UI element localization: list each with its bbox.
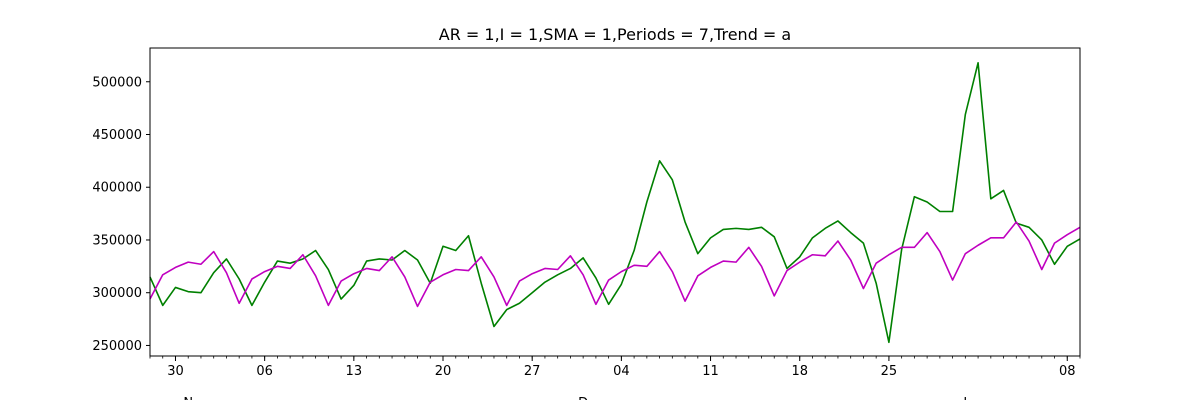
x-tick-label: 13 xyxy=(346,364,363,379)
x-tick-label: 27 xyxy=(524,364,541,379)
x-tick-label: 20 xyxy=(435,364,452,379)
x-tick-label: 30 xyxy=(167,364,184,379)
y-tick-label: 250000 xyxy=(92,339,142,354)
y-tick-label: 450000 xyxy=(92,128,142,143)
y-tick-label: 400000 xyxy=(92,181,142,196)
x-tick-label: 06 xyxy=(256,364,273,379)
x-tick-label: 04 xyxy=(613,364,630,379)
plot-area xyxy=(149,47,1081,357)
x-month-label: J xyxy=(962,396,967,400)
x-tick-label: 18 xyxy=(791,364,808,379)
x-tick-label: 08 xyxy=(1059,364,1076,379)
y-tick-label: 350000 xyxy=(92,233,142,248)
x-month-label: N xyxy=(183,396,193,400)
y-tick-label: 500000 xyxy=(92,75,142,90)
series-line-1 xyxy=(149,61,1081,344)
plot-frame xyxy=(149,47,1081,357)
y-axis: 250000 300000 350000 400000 450000 500000 xyxy=(92,75,150,354)
x-axis: 30 06 13 20 27 04 11 18 25 08 N D J xyxy=(149,356,1081,400)
x-month-label: D xyxy=(578,396,588,400)
y-tick-label: 300000 xyxy=(92,286,142,301)
chart-title: AR = 1,I = 1,SMA = 1,Periods = 7,Trend =… xyxy=(439,25,791,44)
x-tick-label: 11 xyxy=(702,364,719,379)
series-line-2 xyxy=(149,221,1081,308)
x-tick-label: 25 xyxy=(881,364,898,379)
